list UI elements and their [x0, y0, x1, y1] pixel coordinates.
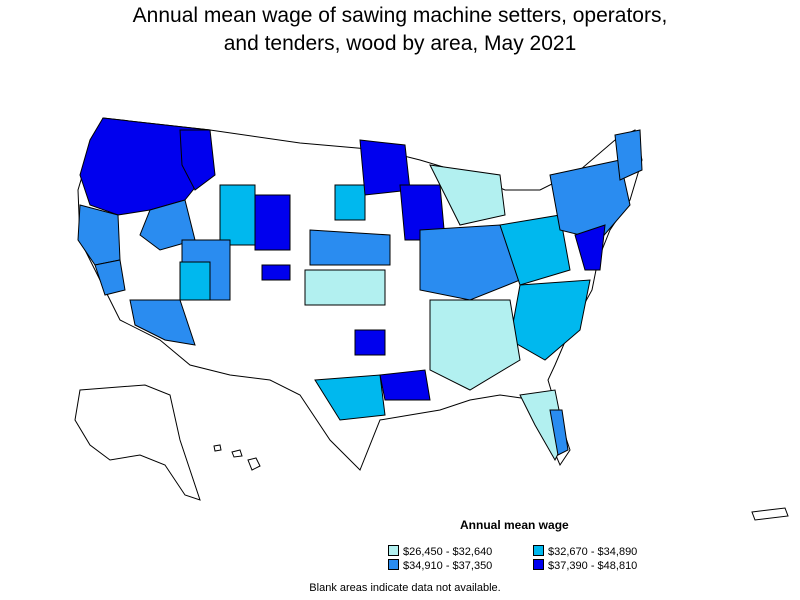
legend-label-2: $32,670 - $34,890 — [548, 546, 638, 558]
region-louisiana — [379, 369, 431, 401]
legend-label-3: $34,910 - $37,350 — [403, 560, 493, 572]
legend-swatch-2 — [533, 545, 544, 556]
hawaii-maui — [231, 449, 243, 458]
legend-item-2: $32,670 - $34,890 — [533, 545, 637, 558]
legend-label-1: $26,450 - $32,640 — [403, 546, 493, 558]
legend-item-4: $37,390 - $48,810 — [533, 559, 637, 572]
region-california-north — [94, 259, 126, 296]
region-colorado — [261, 264, 291, 281]
region-idaho — [139, 199, 196, 251]
alaska — [74, 384, 201, 501]
region-florida-east — [549, 409, 569, 456]
region-oregon-coast — [77, 204, 121, 266]
legend-swatch-4 — [533, 559, 544, 570]
region-mid-atlantic — [574, 224, 606, 271]
legend-label-4: $37,390 - $48,810 — [548, 560, 638, 572]
region-ohio-valley — [499, 214, 571, 286]
legend-item-3: $34,910 - $37,350 — [388, 559, 492, 572]
title-line-1: Annual mean wage of sawing machine sette… — [132, 4, 668, 27]
region-maine — [614, 129, 643, 181]
hawaii-oahu — [213, 444, 222, 452]
region-arizona — [129, 299, 196, 346]
region-montana-west — [179, 129, 216, 191]
region-east-texas — [314, 374, 386, 421]
title-line-2: and tenders, wood by area, May 2021 — [223, 32, 577, 55]
region-northeast — [549, 159, 631, 241]
hawaii-big-island — [247, 457, 261, 471]
puerto-rico — [751, 507, 789, 521]
map-title: Annual mean wage of sawing machine sette… — [0, 2, 800, 58]
region-south-central — [429, 299, 521, 391]
region-midwest — [419, 224, 521, 301]
legend-swatch-1 — [388, 545, 399, 556]
region-kansas — [304, 269, 386, 306]
legend-item-1: $26,450 - $32,640 — [388, 545, 492, 558]
region-wyoming — [219, 184, 256, 246]
legend-title: Annual mean wage — [460, 518, 569, 532]
region-michigan — [429, 164, 506, 226]
region-arkansas — [354, 329, 386, 356]
region-wyoming-east — [254, 194, 291, 251]
region-nevada-east — [179, 261, 211, 301]
legend-swatch-3 — [388, 559, 399, 570]
region-nebraska — [309, 229, 391, 266]
footnote: Blank areas indicate data not available. — [309, 582, 501, 594]
region-dakota — [334, 184, 366, 221]
